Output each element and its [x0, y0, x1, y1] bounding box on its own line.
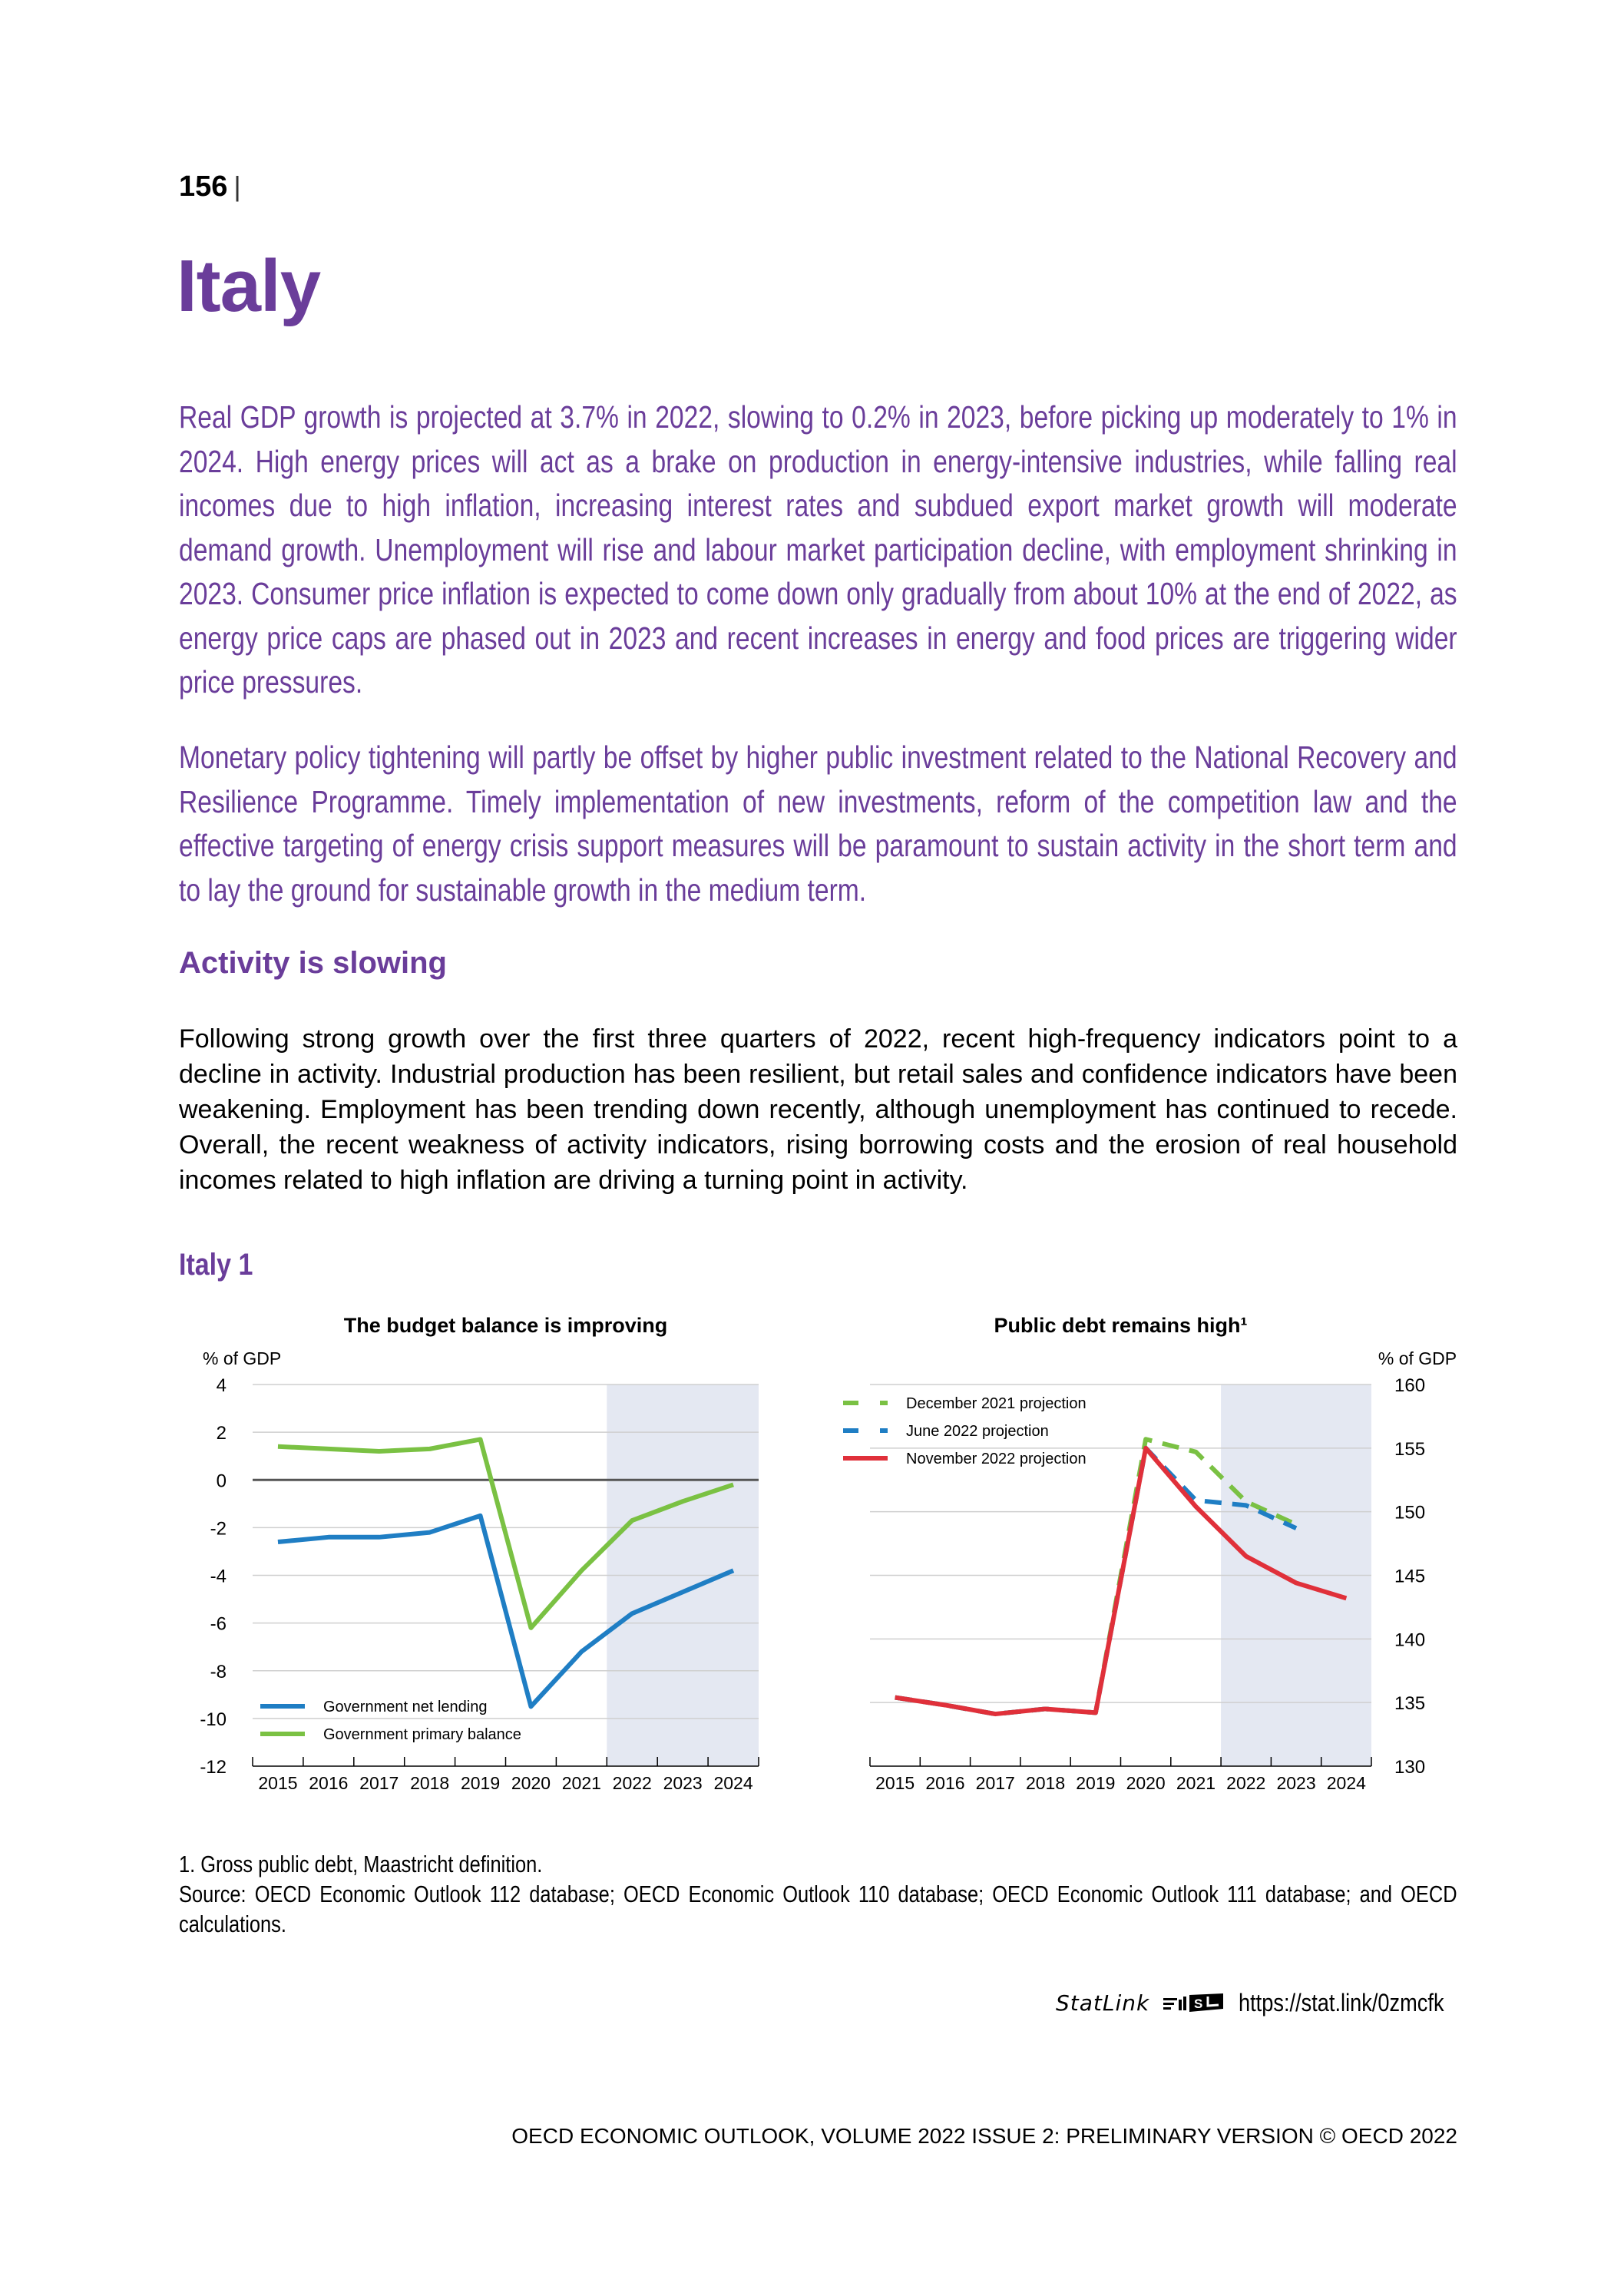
y-tick-label: -10: [200, 1709, 227, 1730]
chart-1: 4 2 0 -2 -4 -6 -8 -10 -12 2015 2016 2017 2018 2019 202…: [200, 1314, 759, 1793]
page-title: Italy: [177, 245, 321, 327]
statlink-url[interactable]: https://stat.link/0zmcfk: [1239, 1988, 1444, 2016]
source-note: Source: OECD Economic Outlook 112 databa…: [179, 1881, 1457, 1937]
page-number: 156 |: [179, 170, 241, 203]
page-footer: OECD ECONOMIC OUTLOOK, VOLUME 2022 ISSUE…: [511, 2124, 1457, 2148]
legend-label: Government net lending: [323, 1699, 487, 1715]
x-tick-label: 2021: [1176, 1773, 1216, 1793]
y-tick-label: -6: [210, 1614, 227, 1635]
x-tick-label: 2023: [663, 1773, 703, 1793]
x-tick-label: 2018: [1026, 1773, 1065, 1793]
y-tick-label: 4: [217, 1375, 227, 1396]
x-tick-label: 2021: [562, 1773, 601, 1793]
x-tick-label: 2016: [309, 1773, 348, 1793]
x-tick-label: 2016: [925, 1773, 964, 1793]
x-tick-label: 2024: [713, 1773, 752, 1793]
section-heading: Activity is slowing: [179, 946, 447, 980]
legend-label: Government primary balance: [323, 1726, 521, 1743]
statlink[interactable]: StatLink S https://stat.link/0zmcfk: [1056, 1987, 1480, 2018]
statlink-label: StatLink: [1056, 1990, 1150, 2016]
intro-paragraph: Monetary policy tightening will partly b…: [179, 739, 1457, 908]
chart-2: 160 155 150 145 140 135 130 2015 2016 2017 2018 201…: [843, 1314, 1457, 1793]
chart-title: Public debt remains high¹: [994, 1314, 1247, 1337]
y-tick-label: 0: [217, 1471, 227, 1491]
y-tick-label: 150: [1394, 1503, 1425, 1523]
x-tick-label: 2023: [1276, 1773, 1315, 1793]
y-tick-label: -8: [210, 1662, 227, 1682]
y-axis-label: % of GDP: [1378, 1348, 1457, 1368]
series-line: [895, 1445, 1348, 1717]
series-line: [277, 1437, 734, 1630]
x-tick-label: 2022: [613, 1773, 652, 1793]
x-tick-label: 2017: [359, 1773, 399, 1793]
y-tick-label: 2: [217, 1423, 227, 1444]
x-tick-label: 2018: [410, 1773, 449, 1793]
legend-label: November 2022 projection: [906, 1451, 1087, 1467]
footnote: 1. Gross public debt, Maastricht definit…: [179, 1851, 543, 1877]
y-tick-label: -12: [200, 1757, 227, 1778]
legend-label: December 2021 projection: [906, 1395, 1087, 1412]
y-tick-label: -2: [210, 1518, 227, 1539]
x-tick-label: 2024: [1327, 1773, 1366, 1793]
y-tick-label: 135: [1394, 1693, 1425, 1714]
y-tick-label: 140: [1394, 1629, 1425, 1650]
y-tick-label: 130: [1394, 1757, 1425, 1778]
intro-paragraph: Real GDP growth is projected at 3.7% in …: [179, 399, 1457, 700]
y-tick-label: 155: [1394, 1439, 1425, 1460]
body-paragraph: Following strong growth over the first t…: [179, 1024, 1457, 1195]
y-tick-label: 145: [1394, 1567, 1425, 1587]
x-tick-label: 2015: [258, 1773, 297, 1793]
x-tick-label: 2017: [976, 1773, 1015, 1793]
separator: |: [233, 170, 241, 202]
statlink-logo-icon: S: [1163, 1993, 1224, 2012]
x-tick-label: 2020: [511, 1773, 551, 1793]
figure-title: Italy 1: [179, 1248, 253, 1282]
x-tick-label: 2022: [1226, 1773, 1265, 1793]
x-tick-label: 2015: [875, 1773, 915, 1793]
x-tick-label: 2019: [461, 1773, 500, 1793]
chart-title: The budget balance is improving: [344, 1314, 668, 1337]
series-line: [277, 1513, 735, 1709]
y-tick-label: -4: [210, 1567, 227, 1587]
x-tick-label: 2020: [1126, 1773, 1166, 1793]
x-tick-label: 2019: [1076, 1773, 1115, 1793]
y-tick-label: 160: [1394, 1375, 1425, 1396]
legend-label: June 2022 projection: [906, 1423, 1049, 1440]
y-axis-label: % of GDP: [203, 1348, 281, 1368]
svg-text:S: S: [1194, 1997, 1202, 2011]
